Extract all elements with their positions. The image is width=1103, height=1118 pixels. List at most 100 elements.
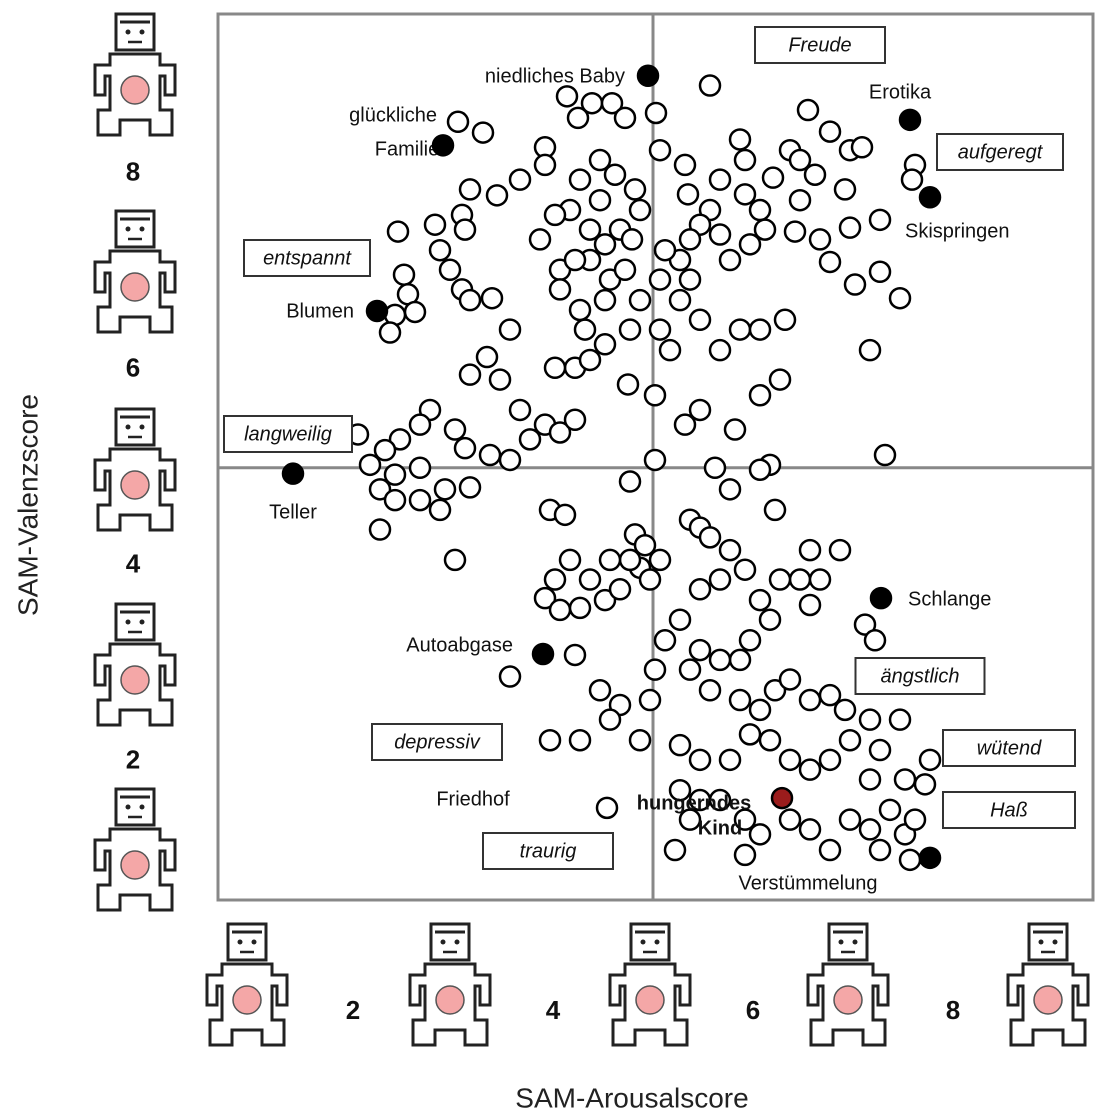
point	[620, 550, 640, 570]
point	[570, 598, 590, 618]
highlighted-point	[638, 66, 658, 86]
point-label: Erotika	[869, 81, 932, 103]
point	[765, 500, 785, 520]
point	[785, 222, 805, 242]
point	[735, 560, 755, 580]
point	[780, 750, 800, 770]
point	[750, 590, 770, 610]
highlighted-point	[920, 848, 940, 868]
point	[510, 400, 530, 420]
point	[545, 570, 565, 590]
point	[750, 460, 770, 480]
point	[557, 86, 577, 106]
point	[550, 600, 570, 620]
point	[830, 540, 850, 560]
point	[700, 680, 720, 700]
point-label: hungerndes	[637, 792, 751, 814]
point	[730, 320, 750, 340]
point	[690, 310, 710, 330]
point	[618, 374, 638, 394]
point	[735, 150, 755, 170]
point	[665, 840, 685, 860]
point	[565, 645, 585, 665]
manikin	[610, 924, 690, 1045]
point	[490, 370, 510, 390]
point	[650, 320, 670, 340]
point	[720, 479, 740, 499]
point	[620, 320, 640, 340]
y-axis-title: SAM-Valenzscore	[12, 394, 43, 616]
point	[750, 824, 770, 844]
point	[860, 710, 880, 730]
point	[750, 385, 770, 405]
point	[460, 365, 480, 385]
point	[840, 218, 860, 238]
point	[710, 650, 730, 670]
emotion-label: Freude	[788, 34, 851, 56]
point	[680, 270, 700, 290]
point-label: Skispringen	[905, 220, 1010, 242]
point-label: niedliches Baby	[485, 65, 625, 87]
emotion-label: ängstlich	[881, 665, 960, 687]
point	[875, 445, 895, 465]
point	[735, 845, 755, 865]
highlighted-point	[871, 588, 891, 608]
point	[440, 260, 460, 280]
point	[710, 340, 730, 360]
point	[678, 184, 698, 204]
point	[870, 740, 890, 760]
emotion-label: traurig	[520, 840, 577, 862]
point	[473, 123, 493, 143]
point	[810, 229, 830, 249]
point	[482, 288, 502, 308]
point	[740, 724, 760, 744]
point	[510, 170, 530, 190]
point	[865, 630, 885, 650]
manikin	[1008, 924, 1088, 1045]
point	[690, 400, 710, 420]
point-label: Teller	[269, 501, 317, 523]
highlighted-point	[433, 135, 453, 155]
point	[650, 550, 670, 570]
point	[430, 500, 450, 520]
point	[455, 438, 475, 458]
point	[750, 200, 770, 220]
point	[730, 690, 750, 710]
point	[448, 112, 468, 132]
emotion-label: aufgeregt	[958, 141, 1044, 163]
point	[600, 550, 620, 570]
point	[820, 122, 840, 142]
highlighted-point	[283, 464, 303, 484]
x-axis-title: SAM-Arousalscore	[515, 1082, 748, 1113]
point	[430, 240, 450, 260]
point	[680, 229, 700, 249]
point	[730, 650, 750, 670]
point	[600, 710, 620, 730]
point	[565, 410, 585, 430]
point	[385, 490, 405, 510]
point	[410, 415, 430, 435]
point	[790, 570, 810, 590]
point	[590, 150, 610, 170]
point	[580, 570, 600, 590]
point	[870, 262, 890, 282]
point	[895, 769, 915, 789]
point	[800, 540, 820, 560]
point	[460, 290, 480, 310]
highlighted-point	[900, 110, 920, 130]
point	[890, 710, 910, 730]
point	[410, 458, 430, 478]
point	[555, 505, 575, 525]
emotion-label: depressiv	[394, 731, 481, 753]
point	[520, 429, 540, 449]
point	[640, 570, 660, 590]
point	[840, 730, 860, 750]
point	[650, 140, 670, 160]
manikin	[410, 924, 490, 1045]
point	[720, 250, 740, 270]
point	[610, 579, 630, 599]
point	[775, 310, 795, 330]
y-tick-label: 4	[126, 549, 141, 579]
point	[435, 479, 455, 499]
emotion-label: Haß	[990, 799, 1028, 821]
